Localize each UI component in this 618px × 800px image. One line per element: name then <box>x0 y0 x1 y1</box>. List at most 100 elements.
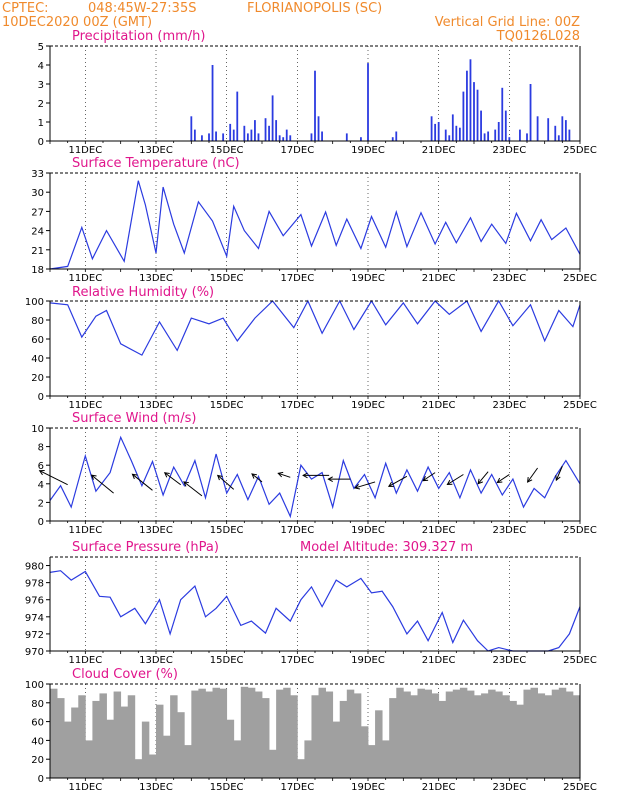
wind-x-tick-label: 11DEC <box>68 525 102 536</box>
precipitation-bar <box>345 133 348 141</box>
cloud-cover-bar <box>382 740 390 778</box>
temperature-x-tick-label: 21DEC <box>422 273 456 284</box>
cloud-cover-bar <box>99 693 107 778</box>
precipitation-bar <box>285 129 288 141</box>
panel-title-wind: Surface Wind (m/s) <box>72 411 196 426</box>
header-source: CPTEC: <box>2 1 49 16</box>
cloud-cover-bar <box>459 687 468 778</box>
wind-arrow-head <box>496 477 503 484</box>
cloud-cover-bar <box>396 687 404 778</box>
cloud-cover-bar <box>163 735 171 778</box>
pressure-y-tick-label: 978 <box>25 579 44 590</box>
humidity-y-tick-label: 20 <box>31 373 44 384</box>
precipitation-bar <box>257 133 260 141</box>
cloud-cover-x-tick-label: 19DEC <box>351 782 385 793</box>
wind-arrow-head <box>422 475 429 482</box>
cloud-cover-x-tick-label: 25DEC <box>563 782 597 793</box>
cloud-cover-bar <box>481 693 489 778</box>
precipitation-bar <box>519 129 521 141</box>
cloud-cover-bar <box>565 691 574 778</box>
wind-arrow-head <box>38 470 45 476</box>
precipitation-bar <box>317 116 320 141</box>
cloud-cover-bar <box>368 745 376 778</box>
cloud-cover-bar <box>389 698 397 778</box>
humidity-y-tick-label: 60 <box>31 335 44 346</box>
precipitation-x-tick-label: 13DEC <box>139 145 173 156</box>
cloud-cover-bar <box>290 695 298 778</box>
precipitation-bar <box>278 135 281 141</box>
precipitation-bar <box>469 59 472 141</box>
precipitation-bar <box>487 131 490 141</box>
cloud-cover-bar <box>558 687 567 778</box>
precipitation-bar <box>437 122 440 141</box>
precipitation-bar <box>501 87 504 141</box>
pressure-line <box>49 570 581 652</box>
pressure-y-tick-label: 972 <box>25 630 44 641</box>
panel-title-temperature: Surface Temperature (nC) <box>72 156 240 171</box>
precipitation-bar <box>483 133 486 141</box>
humidity-x-tick-label: 13DEC <box>139 400 173 411</box>
cloud-cover-bar <box>523 689 531 778</box>
header-location: FLORIANOPOLIS (SC) <box>247 1 382 16</box>
cloud-cover-panel: 11DEC 13DEC 15DEC 17DEC 19DEC 21DEC 23DEC 25DEC… <box>25 680 597 793</box>
cloud-cover-bar <box>184 745 192 778</box>
wind-arrow <box>251 473 263 483</box>
humidity-x-tick-label: 25DEC <box>563 400 597 411</box>
cloud-cover-bar <box>92 700 100 778</box>
cloud-cover-bar <box>403 691 411 778</box>
header-model: TQ0126L028 <box>496 29 580 44</box>
precipitation-bar <box>448 135 451 141</box>
cloud-cover-bar <box>339 700 348 778</box>
cloud-cover-x-tick-label: 21DEC <box>422 782 456 793</box>
wind-y-tick-label: 6 <box>38 461 44 472</box>
precipitation-bar <box>360 137 362 141</box>
precipitation-bar <box>236 91 239 141</box>
wind-arrow <box>527 467 539 483</box>
wind-arrow <box>388 475 408 487</box>
cloud-cover-bar <box>57 698 65 778</box>
precipitation-bar <box>314 70 316 141</box>
pressure-x-tick-label: 19DEC <box>351 655 385 666</box>
pressure-x-tick-label: 23DEC <box>492 655 526 666</box>
wind-arrow-head <box>216 474 223 481</box>
cloud-cover-y-tick-label: 60 <box>31 718 44 729</box>
precipitation-y-tick-label: 1 <box>38 118 44 129</box>
cloud-cover-y-tick-label: 0 <box>38 774 44 785</box>
precipitation-x-tick-label: 23DEC <box>492 145 526 156</box>
precipitation-bar <box>466 70 468 141</box>
cloud-cover-bar <box>205 691 213 778</box>
cloud-cover-y-tick-label: 80 <box>31 699 44 710</box>
precipitation-bar <box>458 127 461 141</box>
precipitation-bar <box>271 95 274 141</box>
precipitation-panel: 11DEC 13DEC 15DEC 17DEC 19DEC 21DEC 23DEC 25DEC… <box>38 42 597 156</box>
wind-y-tick-label: 0 <box>38 517 44 528</box>
precipitation-bar <box>246 133 249 141</box>
wind-arrow <box>183 481 203 497</box>
precipitation-bar <box>264 118 267 141</box>
cloud-cover-bar <box>530 687 538 778</box>
wind-arrow-head <box>277 471 284 478</box>
precipitation-y-tick-label: 3 <box>38 80 44 91</box>
header-coords: 048:45W-27:35S <box>88 1 196 16</box>
precipitation-bar <box>561 116 564 141</box>
cloud-cover-bar <box>318 687 326 778</box>
humidity-x-tick-label: 21DEC <box>422 400 456 411</box>
cloud-cover-bar <box>332 721 341 778</box>
cloud-cover-bar <box>325 691 334 778</box>
precipitation-bar <box>254 120 256 141</box>
precipitation-x-tick-label: 15DEC <box>210 145 244 156</box>
cloud-cover-bar <box>509 700 517 778</box>
cloud-cover-y-tick-label: 40 <box>31 736 44 747</box>
wind-arrow <box>91 474 114 494</box>
wind-x-tick-label: 19DEC <box>351 525 385 536</box>
humidity-line <box>49 299 581 356</box>
cloud-cover-bar <box>431 693 440 778</box>
precipitation-bar <box>321 131 323 141</box>
cloud-cover-bar <box>127 695 136 778</box>
precipitation-bar <box>529 84 532 141</box>
temperature-x-tick-label: 23DEC <box>492 273 526 284</box>
wind-arrow <box>164 472 182 486</box>
temperature-y-tick-label: 27 <box>31 207 44 218</box>
precipitation-bar <box>504 110 507 141</box>
temperature-y-tick-label: 30 <box>31 188 44 199</box>
